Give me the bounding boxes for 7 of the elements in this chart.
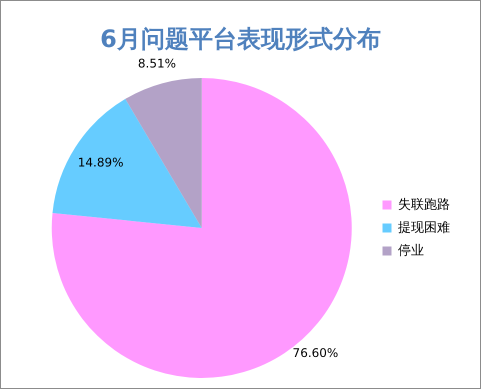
data-label: 14.89% bbox=[78, 156, 124, 170]
chart-title: 6月问题平台表现形式分布 bbox=[99, 24, 382, 55]
data-label: 76.60% bbox=[292, 346, 338, 360]
data-label: 8.51% bbox=[138, 56, 176, 71]
legend-label: 停业 bbox=[398, 243, 424, 258]
legend-label: 失联跑路 bbox=[398, 197, 450, 212]
legend-label: 提现困难 bbox=[398, 220, 450, 236]
